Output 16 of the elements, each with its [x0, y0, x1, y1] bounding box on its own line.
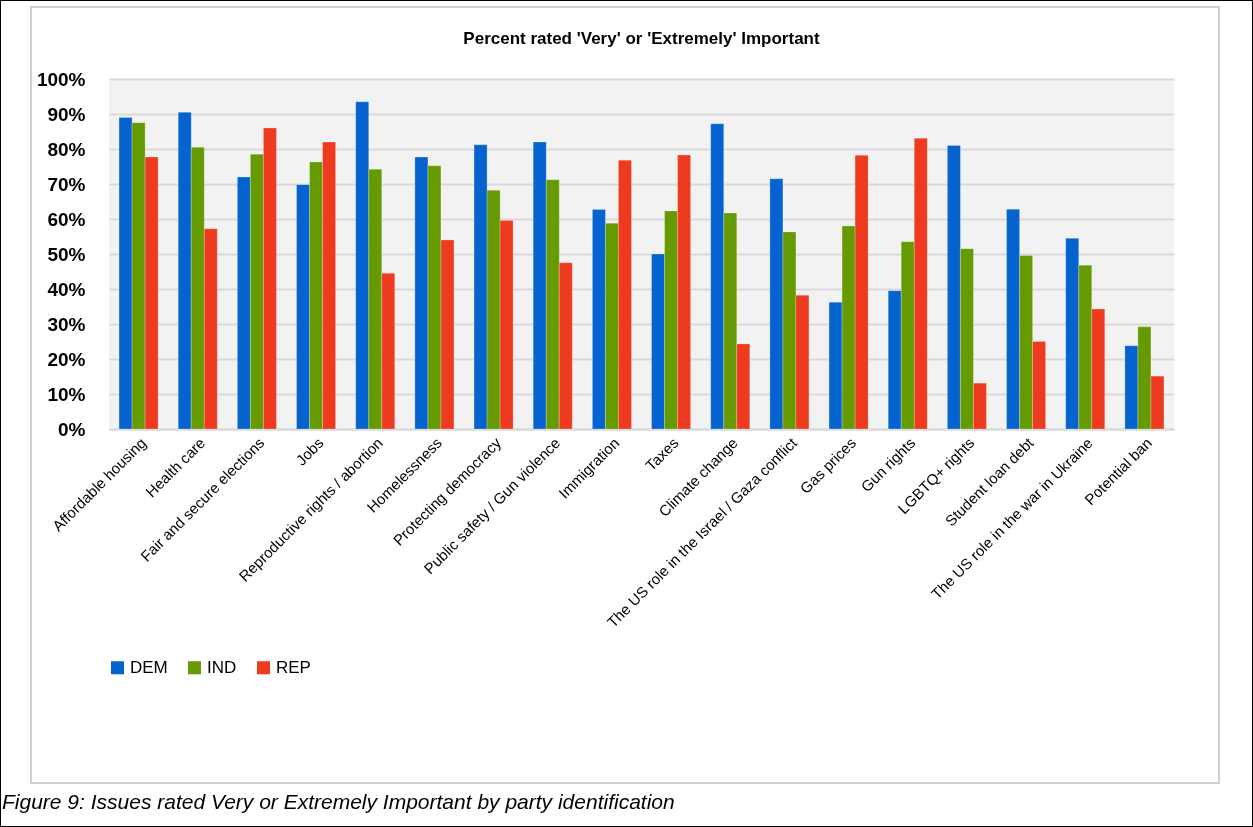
y-tick-label: 60%: [47, 208, 86, 230]
y-tick-label: 50%: [47, 243, 86, 265]
caption: Figure 9: Issues rated Very or Extremely Important by party identification: [2, 790, 675, 814]
y-tick-label: 70%: [47, 173, 86, 195]
y-tick-label: 0%: [58, 418, 86, 440]
y-tick-label: 90%: [47, 103, 86, 125]
y-tick-label: 30%: [47, 313, 86, 335]
y-tick-label: 80%: [47, 138, 86, 160]
y-tick-label: 100%: [36, 68, 86, 90]
y-tick-label: 20%: [47, 348, 86, 370]
y-tick-label: 10%: [47, 383, 86, 405]
legend-label: DEM: [130, 657, 168, 677]
legend-label: REP: [276, 657, 311, 677]
y-tick-label: 40%: [47, 278, 86, 300]
legend-label: IND: [207, 657, 237, 677]
chart-title: Percent rated 'Very' or 'Extremely' Important: [463, 29, 820, 48]
